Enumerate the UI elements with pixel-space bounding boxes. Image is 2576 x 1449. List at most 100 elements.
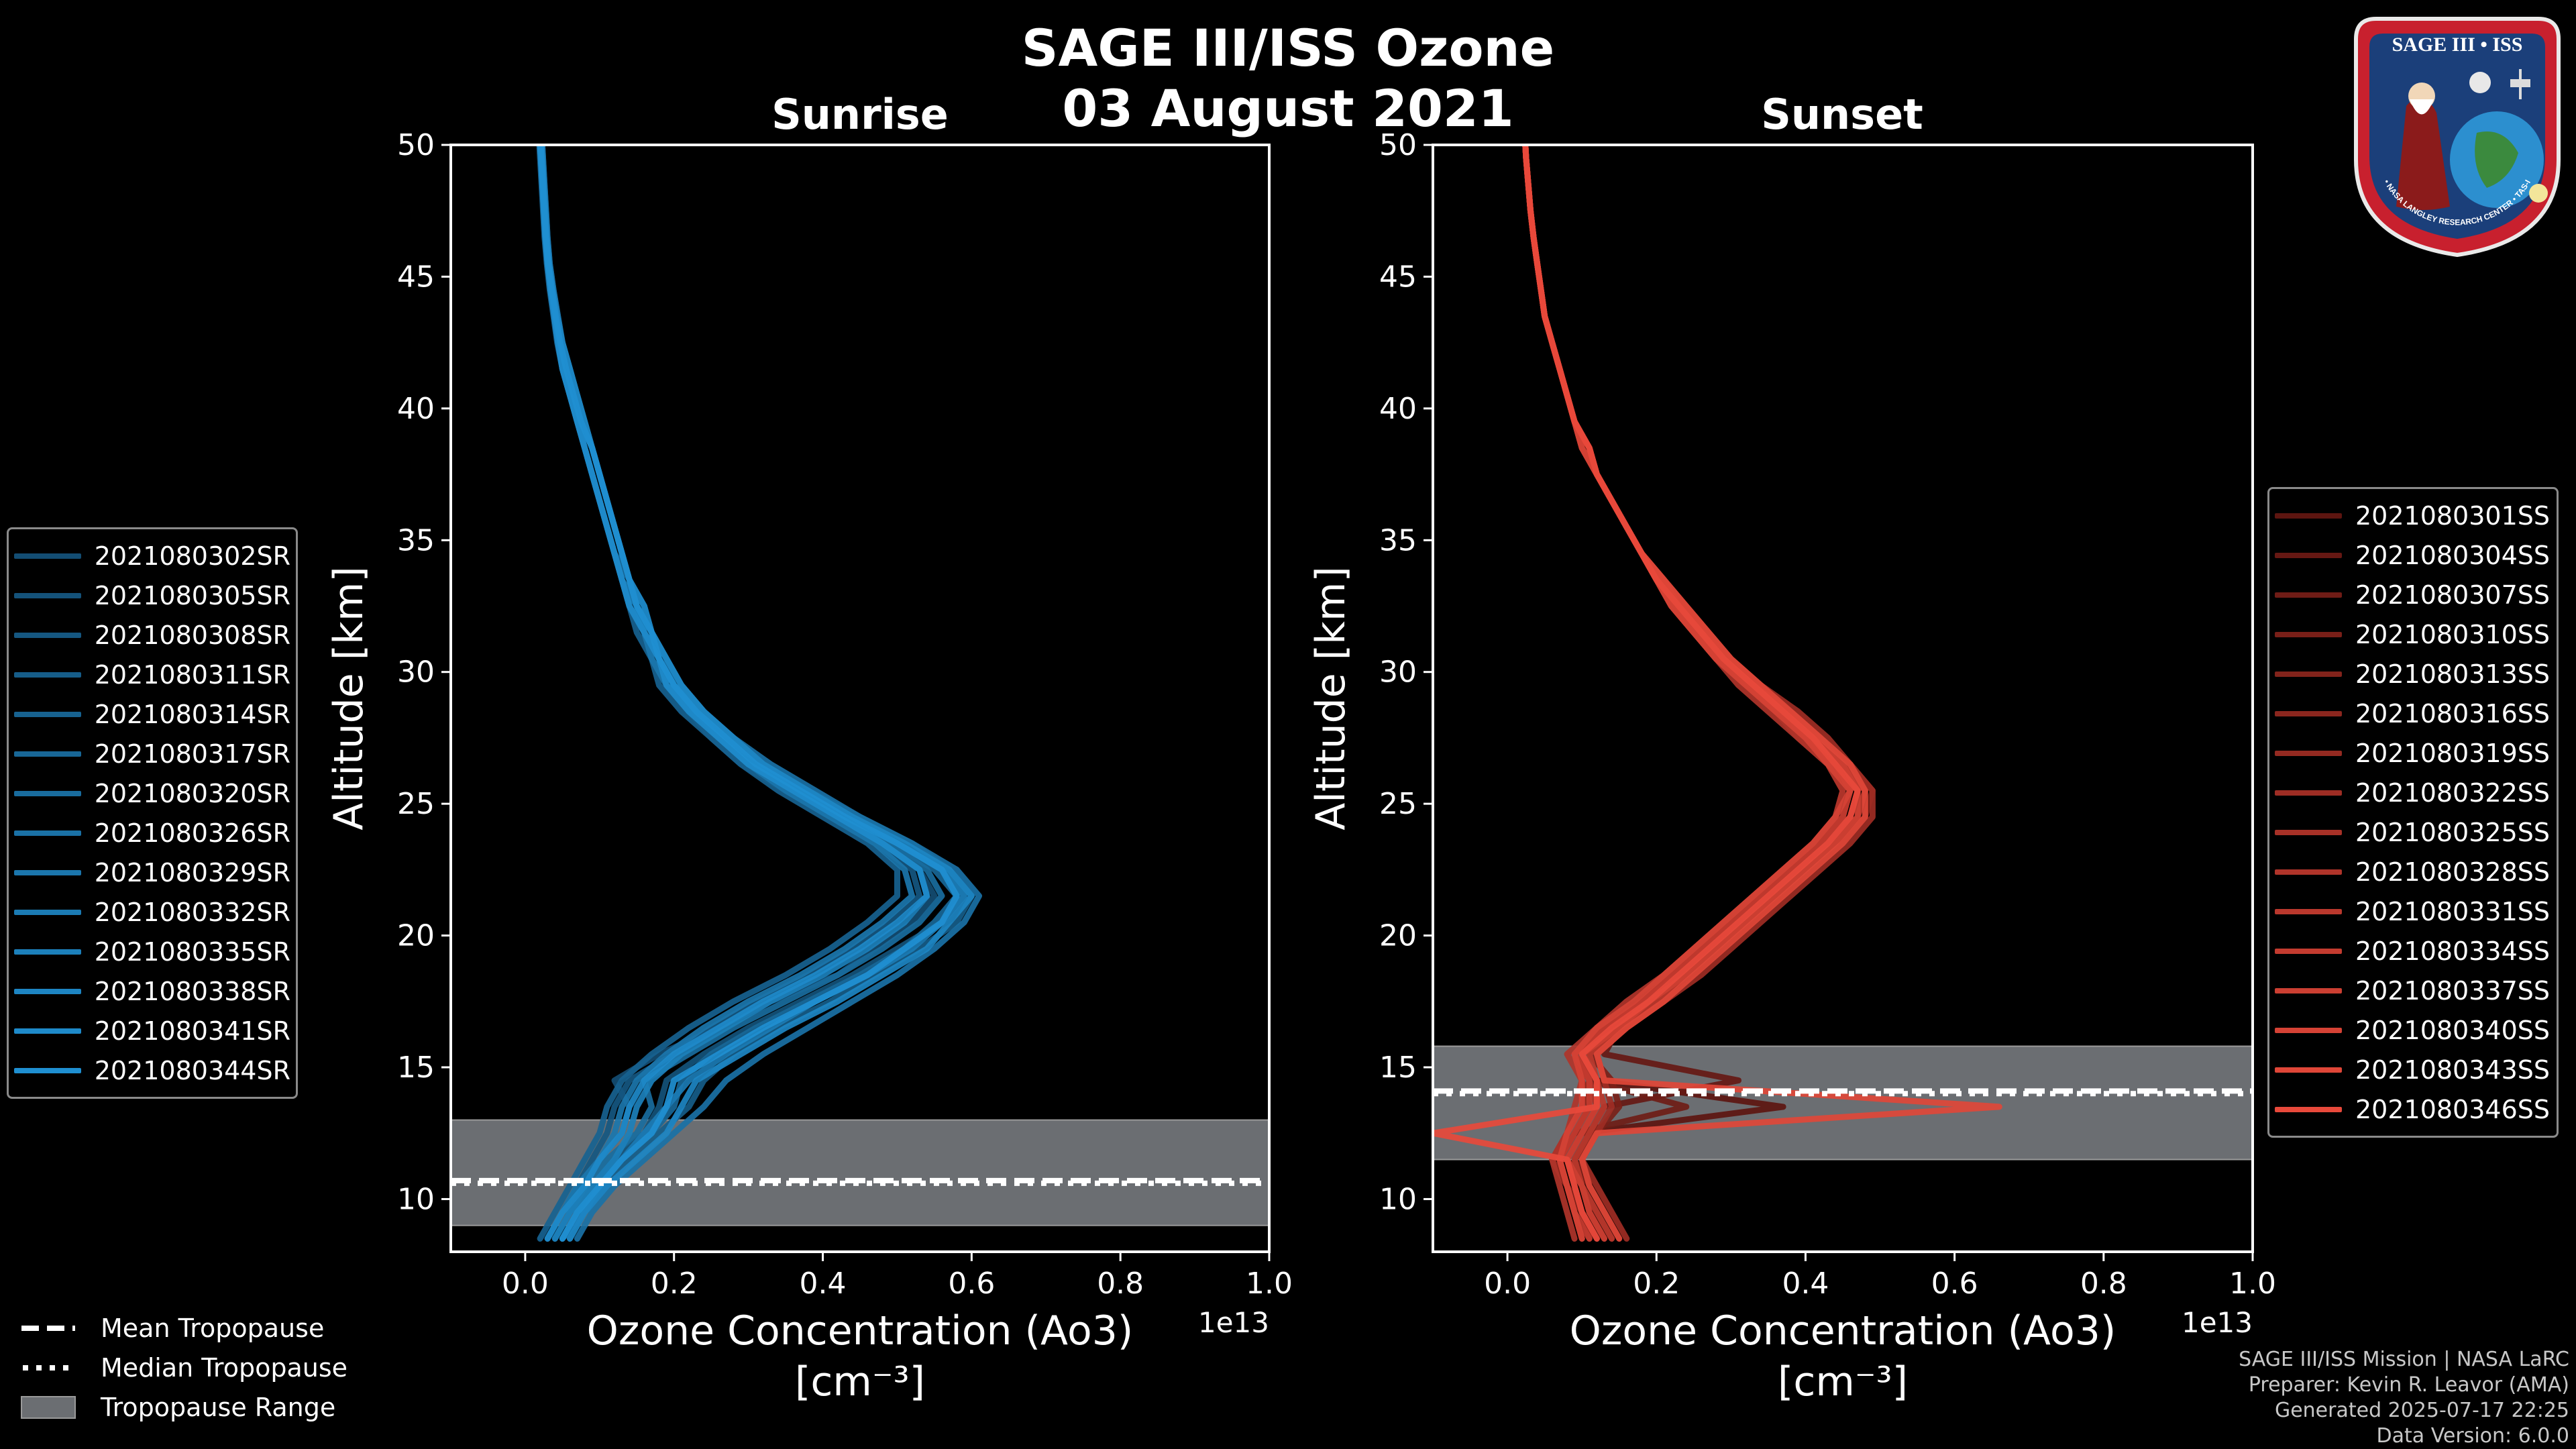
y-tick-label: 45 [397,260,435,294]
y-tick-label: 20 [1379,919,1417,953]
legend-swatch [2275,1106,2342,1112]
legend-entry: 2021080308SR [14,615,290,655]
profile-line-2021080317SR [537,145,960,1242]
legend-label: 2021080319SS [2355,738,2551,768]
legend-entry: 2021080302SR [14,536,290,576]
profile-line-2021080311SR [539,145,975,1242]
legend-entry: 2021080343SS [2275,1050,2551,1089]
legend-entry: 2021080334SS [2275,931,2551,971]
legend-label: 2021080316SS [2355,698,2551,729]
legend-label: 2021080302SR [94,541,290,571]
legend-label: 2021080308SR [94,620,290,650]
legend-label: 2021080317SR [94,739,290,769]
legend-tropopause-range: Tropopause Range [20,1387,347,1427]
y-tick-label: 30 [1379,655,1417,690]
legend-entry: 2021080340SS [2275,1010,2551,1050]
legend-swatch [2275,1027,2342,1033]
legend-entry: 2021080304SS [2275,535,2551,575]
y-tick-label: 20 [397,919,435,953]
y-tick-label: 40 [397,392,435,426]
legend-range-label: Tropopause Range [101,1392,336,1422]
legend-label: 2021080311SR [94,659,290,690]
legend-label: 2021080334SS [2355,936,2551,966]
legend-label: 2021080346SS [2355,1094,2551,1124]
legend-entry: 2021080337SS [2275,971,2551,1010]
legend-label: 2021080335SR [94,936,290,967]
y-tick-label: 15 [1379,1051,1417,1085]
plot-area [451,145,1269,1242]
x-axis-label: Ozone Concentration (Ao3) [1570,1307,2116,1354]
legend-entry: 2021080332SR [14,892,290,932]
legend-swatch [2275,552,2342,558]
legend-label: 2021080328SS [2355,857,2551,887]
legend-swatch [2275,513,2342,519]
legend-label: 2021080304SS [2355,540,2551,570]
legend-mean-tropopause: Mean Tropopause [20,1308,347,1348]
legend-swatch [14,1067,81,1073]
legend-swatch [14,1028,81,1034]
axes-frame [449,144,1271,1253]
tropopause-legend: Mean Tropopause Median Tropopause Tropop… [20,1308,347,1427]
figure-title-line1: SAGE III/ISS Ozone [1021,18,1555,78]
credits-mission: SAGE III/ISS Mission | NASA LaRC [2239,1348,2569,1371]
legend-swatch [2275,948,2342,954]
x-tick-label: 0.4 [1782,1267,1829,1301]
legend-label: 2021080341SR [94,1016,290,1046]
profile-line-2021080314SR [536,145,900,1242]
x-tick-label: 1.0 [1246,1267,1293,1301]
gray-band-icon [21,1395,76,1419]
y-tick-label: 50 [1379,128,1417,162]
x-axis-unit: [cm⁻³] [1778,1358,1908,1405]
legend-swatch [2275,671,2342,677]
legend-label: 2021080301SS [2355,500,2551,531]
legend-entry: 2021080316SS [2275,694,2551,733]
x-tick-label: 0.6 [948,1267,995,1301]
legend-swatch [14,632,81,638]
sunset-legend: 2021080301SS 2021080304SS 2021080307SS 2021… [2267,487,2559,1138]
y-tick-label: 15 [397,1051,435,1085]
x-axis-label: Ozone Concentration (Ao3) [587,1307,1134,1354]
x-tick-label: 0.2 [1633,1267,1680,1301]
legend-entry: 2021080346SS [2275,1089,2551,1129]
legend-entry: 2021080320SR [14,773,290,813]
legend-swatch [2275,750,2342,756]
sage-iii-iss-mission-patch: SAGE III • ISS BALL • NASA LANGLEY RESEA… [2343,12,2561,258]
y-tick-label: 45 [1379,260,1417,294]
legend-swatch [2275,908,2342,914]
legend-label: 2021080344SR [94,1055,290,1085]
legend-label: 2021080343SS [2355,1055,2551,1085]
x-tick-label: 0.0 [1484,1267,1531,1301]
legend-entry: 2021080310SS [2275,614,2551,654]
legend-entry: 2021080338SR [14,971,290,1011]
y-tick-label: 25 [1379,787,1417,821]
legend-median-tropopause: Median Tropopause [20,1348,347,1387]
y-tick-label: 40 [1379,392,1417,426]
profile-line-2021080305SR [538,145,967,1242]
legend-swatch [14,949,81,955]
x-tick-label: 0.4 [800,1267,847,1301]
credits-data-version: Data Version: 6.0.0 [2376,1424,2569,1448]
legend-label: 2021080338SR [94,976,290,1006]
legend-label: 2021080307SS [2355,580,2551,610]
y-tick-label: 35 [1379,523,1417,557]
legend-swatch [14,672,81,678]
profile-line-2021080329SR [537,145,916,1242]
legend-label: 2021080305SR [94,580,290,610]
legend-swatch [2275,1067,2342,1073]
legend-entry: 2021080326SR [14,813,290,853]
legend-swatch [2275,790,2342,796]
legend-swatch [14,830,81,836]
x-tick-label: 1.0 [2229,1267,2276,1301]
legend-swatch [14,751,81,757]
legend-label: 2021080322SS [2355,777,2551,808]
tropopause-range-band [1433,1045,2253,1161]
legend-mean-label: Mean Tropopause [101,1313,325,1343]
badge-title: SAGE III • ISS [2392,34,2523,56]
legend-swatch [14,988,81,994]
dotted-line-icon [23,1364,75,1371]
legend-entry: 2021080322SS [2275,773,2551,812]
figure-title-line2: 03 August 2021 [1062,78,1514,138]
profile-line-2021080338SR [538,145,975,1242]
profile-line-2021080344SR [537,145,960,1242]
dashed-line-icon [21,1325,75,1331]
